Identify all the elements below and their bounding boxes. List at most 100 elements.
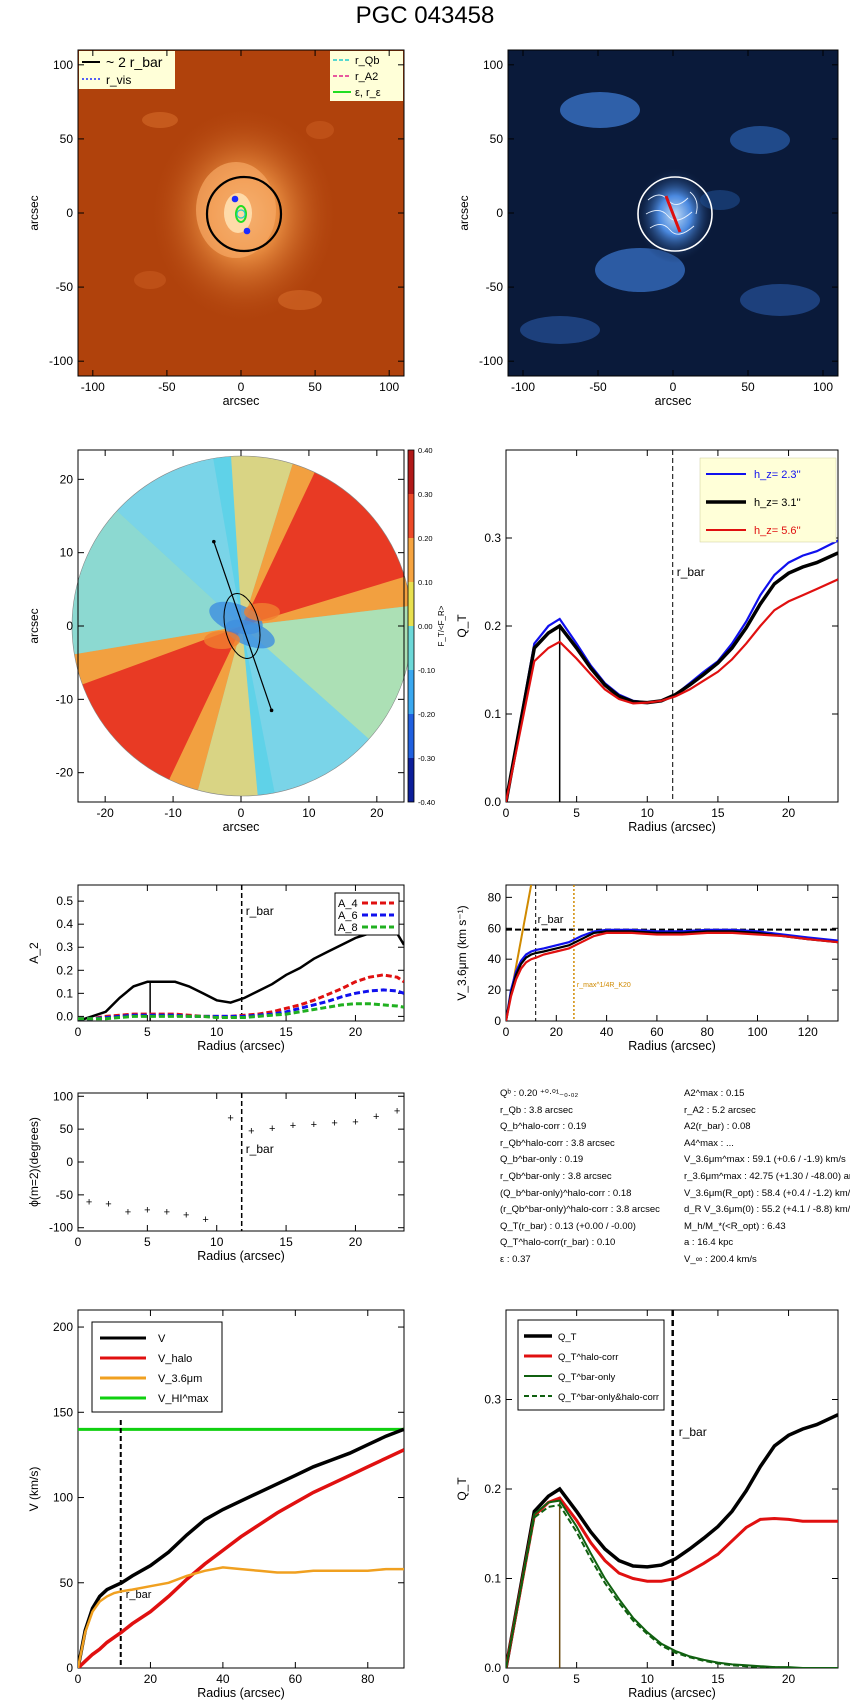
qt-hz-xtick-label: 5 <box>573 806 580 820</box>
legend-label: Q_T^bar-only&halo-corr <box>558 1392 659 1403</box>
phase-ylabel: ϕ(m=2)(degrees) <box>27 1117 41 1207</box>
param-mass-ratio: M_h/M_*(<R_opt) : 6.43 <box>684 1220 786 1232</box>
image-left-ytick-label: 50 <box>60 132 74 146</box>
phase-axes: 0 5 10 15 20 100 50 0 -50 -100 Radius (arcsec) ϕ(m=… <box>27 1089 405 1263</box>
two-rbar-circle <box>205 175 283 253</box>
image-left-legend-right: r_Qb r_A2 ε, r_ε <box>330 51 403 101</box>
phase-point: + <box>290 1120 296 1132</box>
colorbar: F_T/<F_R> <box>407 449 446 803</box>
qt-hz-ytick-label: 0.1 <box>484 707 501 721</box>
image-left-ylabel: arcsec <box>27 195 41 230</box>
phase-xtick-label: 5 <box>144 1235 151 1249</box>
legend-label: A_8 <box>338 922 358 934</box>
legend-label: h_z= 2.3'' <box>754 469 801 481</box>
v36-series <box>506 928 838 1021</box>
a2-ytick-label: 0.5 <box>56 894 73 908</box>
phase-marks: + + + + + + + + + + + + + + + + <box>86 1093 400 1231</box>
bar-axis <box>664 195 682 233</box>
force-map-xlabel: arcsec <box>223 820 260 834</box>
rotation-ytick-label: 200 <box>53 1320 73 1334</box>
qt-hz-series <box>506 578 838 802</box>
image-left-legend-left: ~ 2 r_bar r_vis <box>79 51 175 89</box>
image-right-xtick-label: 100 <box>813 380 833 394</box>
a2-xlabel: Radius (arcsec) <box>197 1039 285 1053</box>
legend-rqb: r_Qb <box>355 55 379 67</box>
param-drv: d_R V_3.6μm(0) : 55.2 (+4.1 / -8.8) km/s… <box>684 1204 850 1216</box>
a2-ylabel: A_2 <box>27 942 41 964</box>
image-panel-right <box>507 49 839 377</box>
a2-ytick-label: 0.2 <box>56 963 73 977</box>
rotation-xlabel: Radius (arcsec) <box>197 1686 285 1700</box>
rotation-xtick-label: 80 <box>361 1672 375 1686</box>
image-left-ytick-label: -50 <box>56 280 74 294</box>
force-map-axes: -20 -10 0 10 20 -20 -10 0 10 20 arcsec arcsec <box>27 449 405 834</box>
rotation-frame <box>77 1309 405 1669</box>
rotation-ytick-label: 50 <box>60 1576 74 1590</box>
v36-ytick-label: 80 <box>488 890 502 904</box>
qt-corr-series <box>506 1504 838 1668</box>
page-title: PGC 043458 <box>355 2 495 29</box>
colorbar-tick-label: 0.30 <box>418 490 433 499</box>
phase-point: + <box>183 1210 189 1222</box>
qt-corr-xtick-label: 10 <box>641 1672 655 1686</box>
phase-ytick-label: 0 <box>66 1155 73 1169</box>
a2-ytick-label: 0.0 <box>56 1009 73 1023</box>
rotation-axes: 0 20 40 60 80 0 50 100 150 200 Radius (arcsec) V (k… <box>27 1309 405 1700</box>
qt-hz-series <box>506 539 838 802</box>
phase-point: + <box>86 1196 92 1208</box>
legend-2rbar: ~ 2 r_bar <box>106 54 163 70</box>
param-epsilon: ε : 0.37 <box>500 1253 531 1265</box>
param-qt-halo-rbar: Q_T^halo-corr(r_bar) : 0.10 <box>500 1237 616 1249</box>
param-rqb-bar-only-halo: (r_Qb^bar-only)^halo-corr : 3.8 arcsec <box>500 1204 660 1216</box>
rbar-label: r_bar <box>677 565 705 579</box>
param-rmax: r_3.6μm^max : 42.75 (+1.30 / -48.00) arc… <box>684 1170 850 1182</box>
image-left-xtick-label: 100 <box>379 380 399 394</box>
force-map-xtick-label: 0 <box>238 806 245 820</box>
rvis-point <box>231 195 239 203</box>
force-map-ytick-label: 10 <box>60 546 74 560</box>
qt-hz-xtick-label: 15 <box>711 806 725 820</box>
qt-hz-lines <box>506 450 838 802</box>
residual-structure <box>520 92 820 344</box>
colorbar-tick-label: 0.10 <box>418 578 433 587</box>
param-ra2: r_A2 : 5.2 arcsec <box>684 1104 756 1116</box>
param-vmax: V_3.6μm^max : 59.1 (+0.6 / -1.9) km/s <box>684 1154 846 1166</box>
qt-hz-series <box>506 551 838 802</box>
a2-legend: A_4A_6A_8 <box>334 892 400 936</box>
qt-corr-lines <box>506 1310 838 1668</box>
rbar-label: r_bar <box>679 1425 707 1439</box>
qt-corr-ytick-label: 0.2 <box>484 1482 501 1496</box>
phase-point: + <box>373 1111 379 1123</box>
legend-label: Q_T^bar-only <box>558 1372 616 1383</box>
rbar-label: r_bar <box>126 1589 152 1601</box>
phase-ytick-label: -100 <box>49 1221 73 1235</box>
image-right-ytick-label: -100 <box>479 354 503 368</box>
phase-ytick-label: -50 <box>56 1188 74 1202</box>
a2-series <box>78 929 404 1021</box>
v36-series <box>506 931 838 1021</box>
phase-point: + <box>352 1116 358 1128</box>
legend-rvis: r_vis <box>106 73 131 87</box>
param-qb: Qᵇ : 0.20 ⁺⁰·⁰¹₋₀.₀₂ <box>500 1088 579 1099</box>
colorbar-tick-label: -0.30 <box>418 754 435 763</box>
qt-hz-ylabel: Q_T <box>455 614 469 638</box>
qt-corr-xlabel: Radius (arcsec) <box>628 1686 716 1700</box>
a2-axes: 0 5 10 15 20 0.0 0.1 0.2 0.3 0.4 0.5 Radius (arcsec… <box>27 884 405 1053</box>
a2-series <box>78 1002 404 1021</box>
colorbar-tick-label: 0.20 <box>418 534 433 543</box>
param-a: a : 16.4 kpc <box>684 1237 734 1249</box>
image-left-xtick-label: -100 <box>81 380 105 394</box>
legend-label: V_halo <box>158 1353 192 1365</box>
param-rqb-halo: r_Qb^halo-corr : 3.8 arcsec <box>500 1137 615 1149</box>
phase-point: + <box>331 1118 337 1130</box>
epsilon-ellipse <box>235 205 247 223</box>
colorbar-tick-label: -0.40 <box>418 798 435 807</box>
image-right-ytick-label: 50 <box>490 132 504 146</box>
qt-corr-xtick-label: 15 <box>711 1672 725 1686</box>
legend-label: V_3.6μm <box>158 1373 202 1385</box>
rotation-xtick-label: 20 <box>144 1672 158 1686</box>
qt-corr-series <box>506 1496 838 1668</box>
v36-ylabel: V_3.6μm (km s⁻¹) <box>455 905 469 1000</box>
param-vinf: V_∞ : 200.4 km/s <box>684 1253 757 1265</box>
